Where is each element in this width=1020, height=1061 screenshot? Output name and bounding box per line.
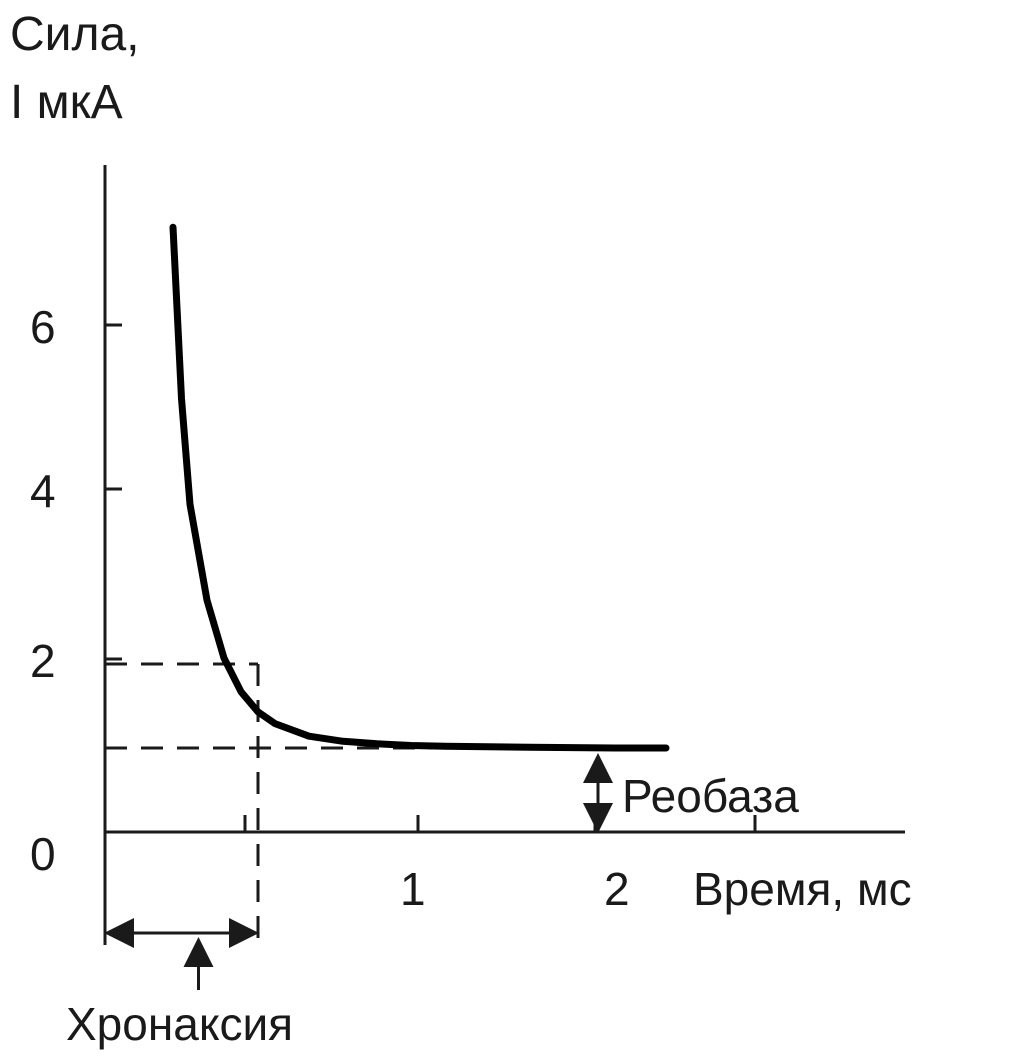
rheobase-label: Реобаза [622,770,799,822]
strength-duration-curve [169,223,670,752]
y-axis-label-line1: Сила, [10,8,140,61]
x-tick-label-2: 2 [604,863,630,915]
y-axis-label-line2: I мкА [10,76,123,129]
chronaxie-label: Хронаксия [66,998,293,1050]
y-tick-label-2: 2 [30,635,56,687]
x-tick-label-1: 1 [400,863,426,915]
y-tick-label-6: 6 [30,301,56,353]
y-tick-label-0: 0 [30,828,56,880]
y-tick-label-4: 4 [30,465,56,517]
x-axis-label: Время, мс [693,863,912,915]
